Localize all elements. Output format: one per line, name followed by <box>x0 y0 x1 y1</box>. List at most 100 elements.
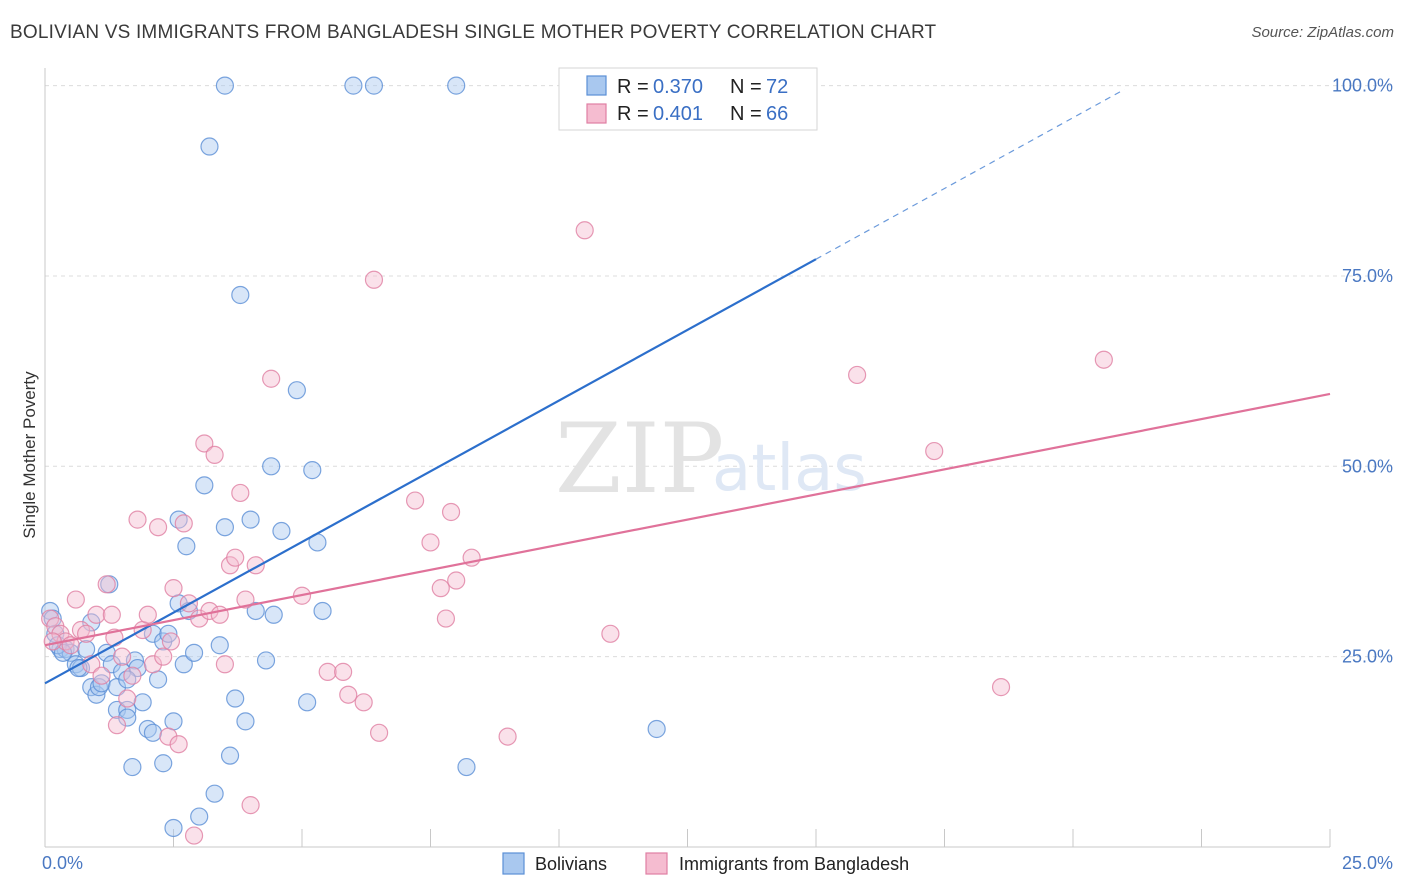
axes <box>44 68 1331 848</box>
bolivian-point-40 <box>215 518 234 537</box>
legend-r-label-bolivians: R = <box>617 76 649 98</box>
bangladesh-point-21 <box>148 518 168 537</box>
bangladesh-point-14 <box>112 647 132 666</box>
bolivian-point-42 <box>231 285 250 305</box>
legend-r-value-bolivians: 0.370 <box>653 76 703 98</box>
bangladesh-point-10 <box>92 666 111 685</box>
bolivian-point-29 <box>164 818 183 838</box>
bangladesh-point-62 <box>43 632 62 651</box>
x-tick-label-0: 0.0% <box>42 853 83 873</box>
y-tick-label-2: 75.0% <box>1342 266 1393 286</box>
bangladesh-point-57 <box>601 624 620 643</box>
bangladesh-point-45 <box>354 693 373 712</box>
x-tick-label-1: 25.0% <box>1342 853 1393 873</box>
bangladesh-point-16 <box>123 666 142 685</box>
bangladesh-point-56 <box>575 221 594 240</box>
bangladesh-point-12 <box>102 605 121 624</box>
bolivian-point-22 <box>133 693 152 712</box>
bangladesh-point-26 <box>174 514 193 533</box>
bangladesh-point-30 <box>195 434 214 453</box>
bangladesh-point-36 <box>231 483 250 503</box>
bangladesh-point-50 <box>431 579 450 598</box>
bolivian-point-24 <box>143 624 163 643</box>
bangladesh-point-5 <box>66 590 85 609</box>
bolivian-point-37 <box>200 137 219 156</box>
series-legend: Bolivians Immigrants from Bangladesh <box>502 852 909 875</box>
bangladesh-point-55 <box>498 727 517 746</box>
bolivian-point-39 <box>210 636 229 655</box>
bangladesh-point-64 <box>161 632 181 651</box>
bolivian-point-44 <box>241 510 260 529</box>
watermark-atlas: atlas <box>712 432 867 506</box>
correlation-legend: R = 0.370 N = 72 R = 0.401 N = 66 <box>558 67 818 131</box>
bangladesh-point-51 <box>436 609 456 628</box>
watermark: ZIP atlas <box>555 403 867 515</box>
legend-n-value-bolivians: 72 <box>766 76 788 98</box>
bangladesh-point-52 <box>441 502 461 522</box>
series-bangladesh-points <box>41 221 1113 845</box>
bolivian-point-33 <box>177 537 196 556</box>
bangladesh-point-44 <box>339 685 358 704</box>
bolivian-point-36 <box>195 476 214 495</box>
series-bolivians-points <box>41 76 666 838</box>
y-tick-label-0: 25.0% <box>1342 647 1393 667</box>
bolivian-point-61 <box>107 678 127 697</box>
bangladesh-point-38 <box>241 796 260 815</box>
legend-r-value-bangladesh: 0.401 <box>653 103 703 125</box>
bangladesh-point-17 <box>128 510 147 529</box>
bolivian-point-55 <box>344 76 363 95</box>
source-label: Source: ZipAtlas.com <box>1251 24 1394 41</box>
bangladesh-point-53 <box>447 571 466 590</box>
y-tick-label-1: 50.0% <box>1342 456 1393 476</box>
bolivian-point-58 <box>447 76 466 95</box>
bangladesh-point-46 <box>364 270 384 289</box>
bolivian-point-59 <box>457 757 476 777</box>
y-axis-label: Single Mother Poverty <box>20 371 39 539</box>
bolivian-point-63 <box>53 643 73 662</box>
y-tick-label-3: 100.0% <box>1332 76 1393 96</box>
bangladesh-point-58 <box>848 365 867 385</box>
legend-swatch-bangladesh <box>586 103 607 124</box>
trend-line-bolivians-extension <box>815 88 1125 260</box>
y-tick-labels: 25.0% 50.0% 75.0% 100.0% <box>1332 76 1393 667</box>
bangladesh-point-15 <box>118 689 137 708</box>
legend-n-value-bangladesh: 66 <box>766 103 788 125</box>
bottom-legend-swatch-bolivians <box>502 852 525 875</box>
bolivian-point-48 <box>264 605 283 624</box>
bottom-legend-label-bolivians: Bolivians <box>535 854 607 874</box>
bolivian-point-26 <box>154 754 173 773</box>
bolivian-point-25 <box>148 670 168 689</box>
bangladesh-point-47 <box>370 723 389 742</box>
bolivian-point-52 <box>303 461 322 480</box>
bolivian-point-56 <box>215 76 234 95</box>
bangladesh-point-20 <box>143 655 163 674</box>
bolivian-point-43 <box>236 712 255 731</box>
bolivian-point-38 <box>205 784 224 803</box>
bangladesh-point-65 <box>215 655 234 674</box>
bangladesh-point-60 <box>991 678 1011 697</box>
bangladesh-point-59 <box>925 441 944 461</box>
bangladesh-point-37 <box>236 590 255 609</box>
bolivian-point-49 <box>272 521 291 541</box>
bolivian-point-51 <box>298 693 317 712</box>
bolivian-point-68 <box>143 723 163 742</box>
bolivian-point-15 <box>107 700 127 720</box>
grid <box>45 85 1392 658</box>
bolivian-point-45 <box>246 601 265 621</box>
bangladesh-point-32 <box>205 445 224 464</box>
bolivian-point-34 <box>184 643 204 662</box>
trend-line-bolivians <box>44 258 817 685</box>
bangladesh-point-43 <box>334 662 353 681</box>
legend-swatch-bolivians <box>586 75 607 96</box>
legend-n-label-bolivians: N = <box>730 76 762 98</box>
bolivian-point-14 <box>102 655 121 674</box>
bolivian-point-18 <box>118 708 137 727</box>
bangladesh-point-40 <box>262 369 281 388</box>
bangladesh-point-25 <box>169 735 188 754</box>
bangladesh-point-22 <box>154 647 173 666</box>
bangladesh-point-23 <box>159 727 178 746</box>
bangladesh-point-9 <box>87 605 106 624</box>
bottom-legend-label-bangladesh: Immigrants from Bangladesh <box>679 854 909 874</box>
bangladesh-point-49 <box>421 533 440 552</box>
x-tick-labels: 0.0% 25.0% <box>42 853 1393 873</box>
